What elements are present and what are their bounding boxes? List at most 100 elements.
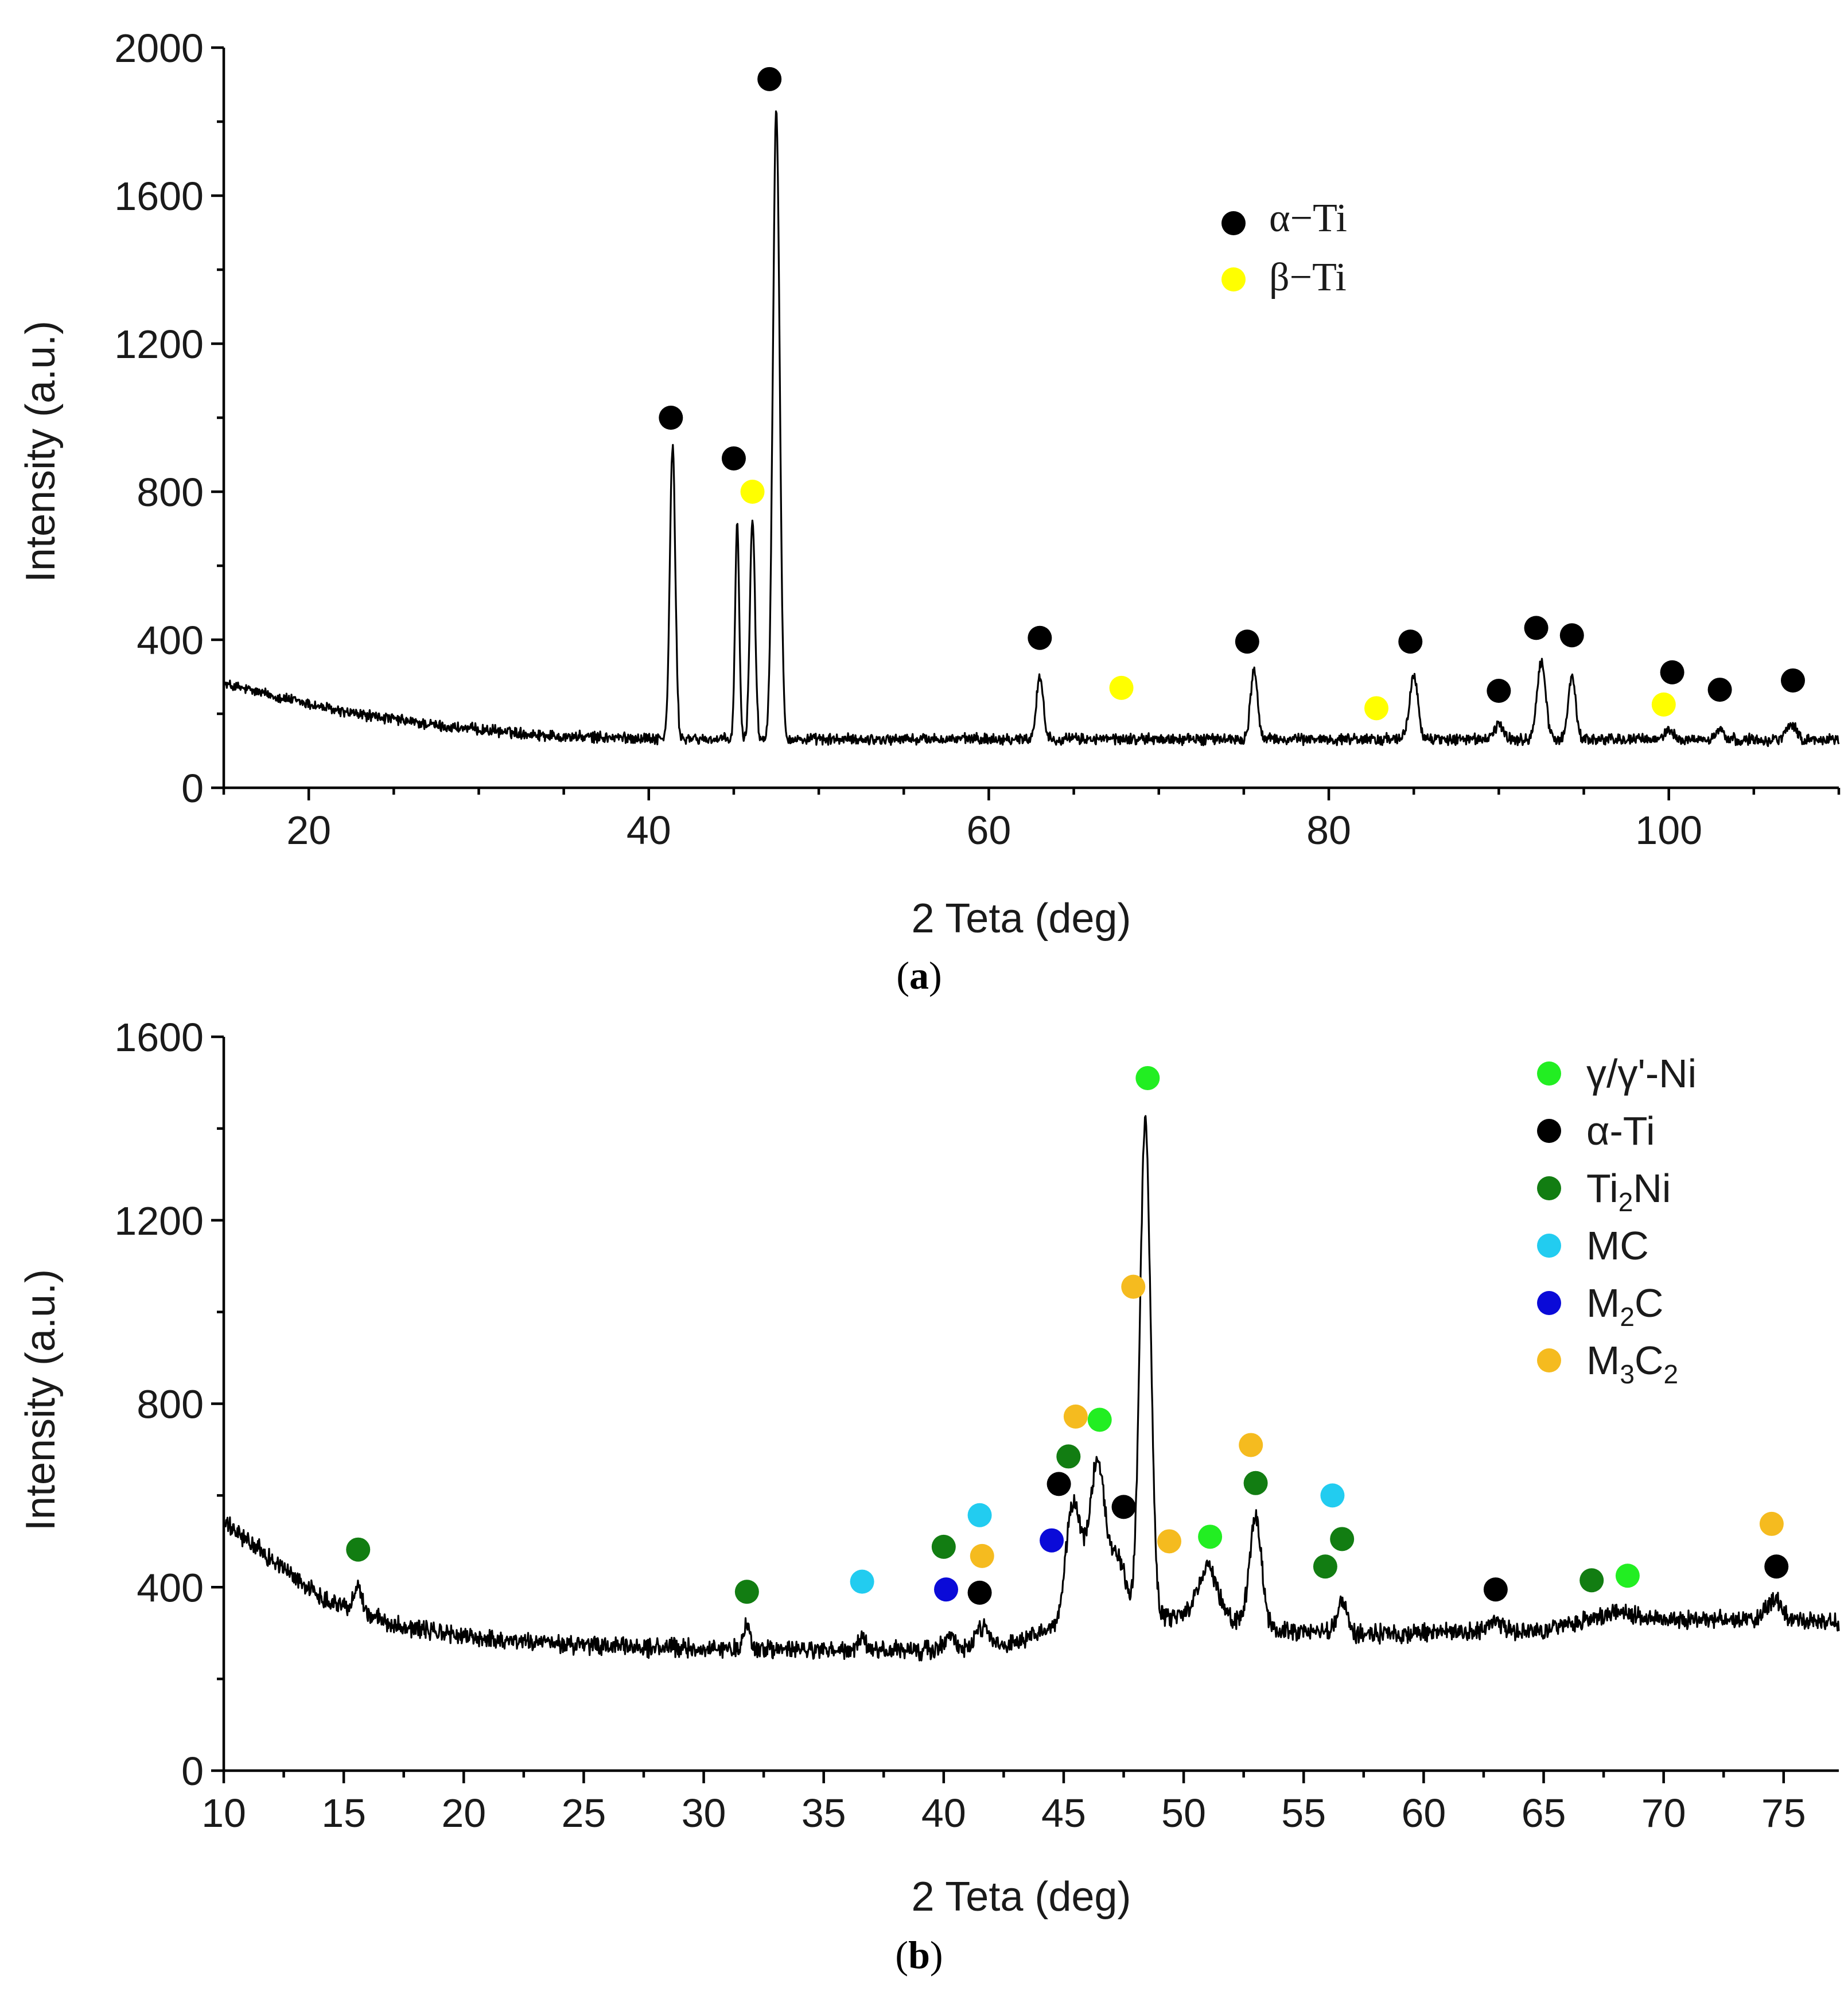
phase-marker-mc	[1320, 1483, 1345, 1508]
phase-marker-ti2ni	[1243, 1471, 1268, 1495]
phase-marker-ti2ni	[931, 1534, 956, 1559]
phase-marker-alpha-ti	[721, 446, 746, 470]
phase-marker-ti2ni	[1313, 1554, 1337, 1579]
y-tick-label: 400	[137, 1565, 204, 1610]
y-tick-label: 2000	[114, 26, 204, 71]
phase-marker-m3c2	[1121, 1274, 1146, 1299]
legend-beta-ti-label: β−Ti	[1269, 255, 1347, 300]
panel-b-axes	[222, 1037, 1839, 1772]
panel-a-caption: (a)	[896, 954, 941, 997]
x-tick-label: 35	[802, 1791, 846, 1835]
phase-marker-alpha-ti	[1559, 623, 1584, 648]
phase-marker-beta-ti	[1651, 692, 1676, 717]
phase-marker-gamma-ni	[1198, 1524, 1223, 1549]
panel-b-xrd-trace	[223, 1115, 1840, 1662]
x-tick-label: 45	[1041, 1791, 1086, 1835]
legend-gamma-ni-label: γ/γ'-Ni	[1586, 1051, 1697, 1096]
phase-marker-ti2ni	[1330, 1527, 1355, 1551]
x-tick-label: 30	[682, 1791, 726, 1835]
legend-m3c2-sub2: 2	[1663, 1359, 1678, 1389]
panel-b-legend: γ/γ'-Ni α-Ti Ti2Ni MC M2C M3C2	[1537, 1051, 1697, 1389]
panel-b-ticks: 10 15 20 25 30 35 40 45 50 55 60 65 70 75 0 400 800 1200 1…	[114, 1015, 1806, 1835]
legend-alpha-ti-label: α−Ti	[1269, 196, 1347, 240]
phase-marker-gamma-ni	[1615, 1564, 1640, 1588]
x-tick-label: 20	[286, 808, 331, 853]
x-tick-label: 55	[1281, 1791, 1326, 1835]
phase-marker-alpha-ti	[1235, 629, 1259, 654]
phase-marker-m2c	[1040, 1528, 1064, 1553]
x-tick-label: 20	[441, 1791, 486, 1835]
panel-b-caption: (b)	[895, 1933, 943, 1977]
phase-marker-alpha-ti	[1524, 616, 1549, 640]
phase-marker-alpha-ti	[757, 67, 782, 91]
phase-marker-m3c2	[1063, 1404, 1088, 1429]
panel-a-ticks: 20 40 60 80 100 0 400 800 1200 1600 2000	[114, 26, 1841, 853]
legend-m2c-sub: 2	[1620, 1302, 1635, 1332]
y-tick-label: 1200	[114, 1199, 204, 1243]
phase-marker-ti2ni	[346, 1537, 371, 1562]
legend-m3c2-swatch	[1537, 1348, 1561, 1372]
legend-ti2ni-text-b: Ni	[1633, 1166, 1671, 1211]
phase-marker-m3c2	[970, 1543, 994, 1568]
phase-marker-mc	[850, 1569, 874, 1594]
phase-marker-alpha-ti	[1398, 629, 1423, 654]
phase-marker-gamma-ni	[1135, 1065, 1160, 1090]
phase-marker-m3c2	[1239, 1433, 1263, 1457]
legend-ti2ni-sub: 2	[1619, 1187, 1633, 1217]
panel-a-legend: α−Ti β−Ti	[1221, 196, 1347, 300]
legend-alpha-ti-swatch	[1221, 211, 1246, 235]
panel-a-chart: 20 40 60 80 100 0 400 800 1200 1600 2000 2 Teta (d…	[18, 26, 1841, 997]
panel-b-phase-markers	[346, 1065, 1789, 1605]
panel-a-phase-markers	[659, 67, 1805, 721]
y-tick-label: 1600	[114, 174, 204, 219]
phase-marker-alpha-ti	[659, 406, 683, 430]
x-tick-label: 70	[1641, 1791, 1686, 1835]
panel-a-xrd-trace	[223, 110, 1840, 747]
phase-marker-gamma-ni	[1087, 1407, 1112, 1432]
phase-marker-alpha-ti	[1483, 1577, 1508, 1602]
panel-b-caption-letter: b	[908, 1933, 930, 1977]
legend-mc-swatch	[1537, 1234, 1561, 1258]
phase-marker-mc	[967, 1503, 992, 1527]
x-tick-label: 25	[561, 1791, 606, 1835]
phase-marker-beta-ti	[1109, 675, 1134, 700]
phase-marker-m3c2	[1157, 1529, 1182, 1554]
x-tick-label: 40	[921, 1791, 966, 1835]
y-tick-label: 0	[181, 766, 204, 811]
legend-m2c-swatch	[1537, 1291, 1561, 1315]
y-tick-label: 1600	[114, 1015, 204, 1060]
phase-marker-alpha-ti	[1764, 1554, 1789, 1579]
legend-ti2ni-swatch	[1537, 1176, 1561, 1200]
panel-a-caption-letter: a	[909, 954, 929, 997]
legend-m3c2-label: M3C2	[1586, 1338, 1678, 1389]
legend-m2c-text-a: M	[1586, 1281, 1620, 1325]
panel-b-y-axis-label: Intensity (a.u.)	[18, 1269, 64, 1531]
x-tick-label: 60	[966, 808, 1011, 853]
phase-marker-m3c2	[1759, 1511, 1784, 1536]
phase-marker-alpha-ti	[1660, 660, 1684, 685]
legend-alpha-ti-label: α-Ti	[1586, 1109, 1655, 1153]
legend-alpha-ti-swatch	[1537, 1119, 1561, 1143]
legend-ti2ni-label: Ti2Ni	[1586, 1166, 1671, 1217]
phase-marker-alpha-ti	[1487, 679, 1511, 703]
panel-a-y-axis-label: Intensity (a.u.)	[18, 321, 64, 582]
legend-m3c2-sub: 3	[1620, 1359, 1635, 1389]
x-tick-label: 15	[321, 1791, 366, 1835]
x-tick-label: 10	[201, 1791, 246, 1835]
legend-m2c-label: M2C	[1586, 1281, 1663, 1332]
y-tick-label: 1200	[114, 322, 204, 367]
y-tick-label: 800	[137, 1382, 204, 1427]
x-tick-label: 100	[1635, 808, 1702, 853]
legend-m3c2-text-b: C	[1635, 1338, 1664, 1383]
phase-marker-beta-ti	[740, 480, 765, 504]
panel-b-x-axis-label: 2 Teta (deg)	[912, 1874, 1131, 1920]
x-tick-label: 40	[627, 808, 671, 853]
x-tick-label: 65	[1522, 1791, 1566, 1835]
y-tick-label: 0	[181, 1749, 204, 1794]
legend-gamma-ni-swatch	[1537, 1061, 1561, 1086]
legend-ti2ni-text-a: Ti	[1586, 1166, 1619, 1211]
x-tick-label: 80	[1306, 808, 1351, 853]
legend-m3c2-text-a: M	[1586, 1338, 1620, 1383]
y-tick-label: 400	[137, 618, 204, 663]
